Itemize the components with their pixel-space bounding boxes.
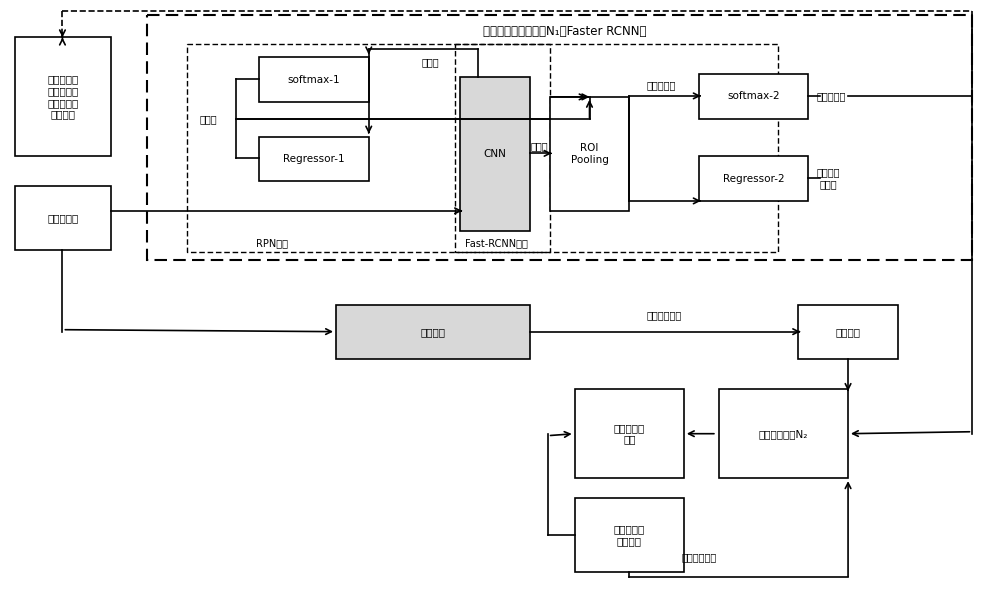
Bar	[147, 15, 972, 260]
Text: CNN: CNN	[484, 149, 506, 159]
Text: 特征图: 特征图	[422, 57, 439, 67]
Bar	[460, 77, 530, 231]
Bar	[15, 186, 111, 250]
Text: 环境态势评
估图: 环境态势评 估图	[614, 423, 645, 445]
Text: 特征图: 特征图	[531, 141, 549, 152]
Text: 掩膜图像: 掩膜图像	[836, 327, 861, 337]
Bar	[187, 44, 550, 252]
Bar	[259, 137, 369, 181]
Text: 边界框回
归参数: 边界框回 归参数	[816, 168, 840, 189]
Bar	[699, 156, 808, 201]
Text: 危险性系数: 危险性系数	[816, 91, 846, 101]
Bar	[455, 44, 778, 252]
Text: Fast-RCNN网络: Fast-RCNN网络	[465, 239, 528, 249]
Text: RPN网络: RPN网络	[256, 239, 288, 249]
Text: 环境态势评
估真值图: 环境态势评 估真值图	[614, 525, 645, 546]
Text: 深度估计图像: 深度估计图像	[646, 310, 682, 320]
Bar	[259, 57, 369, 102]
Text: softmax-2: softmax-2	[727, 91, 780, 101]
Text: 危险物位置
信息、危险
性系数评估
等级信息: 危险物位置 信息、危险 性系数评估 等级信息	[47, 75, 79, 119]
Bar	[719, 389, 848, 478]
Bar	[798, 305, 898, 359]
Bar	[575, 498, 684, 572]
Text: Regressor-2: Regressor-2	[723, 173, 784, 184]
Text: ROI
Pooling: ROI Pooling	[571, 143, 608, 165]
Text: 深度估计: 深度估计	[420, 327, 445, 337]
Text: 梯度反向传播: 梯度反向传播	[681, 552, 717, 562]
Text: 目标检测与识别网络N₁（Faster RCNN）: 目标检测与识别网络N₁（Faster RCNN）	[483, 25, 646, 37]
Text: 特征图调整: 特征图调整	[646, 80, 676, 90]
Text: 候选框: 候选框	[200, 114, 217, 124]
Text: Regressor-1: Regressor-1	[283, 154, 345, 164]
Bar	[336, 305, 530, 359]
Text: 水下源图像: 水下源图像	[47, 213, 79, 223]
Bar	[699, 74, 808, 118]
Text: 信息融合网络N₂: 信息融合网络N₂	[759, 429, 808, 439]
Bar	[575, 389, 684, 478]
Bar	[550, 97, 629, 211]
Text: softmax-1: softmax-1	[288, 75, 340, 85]
Bar	[15, 37, 111, 156]
